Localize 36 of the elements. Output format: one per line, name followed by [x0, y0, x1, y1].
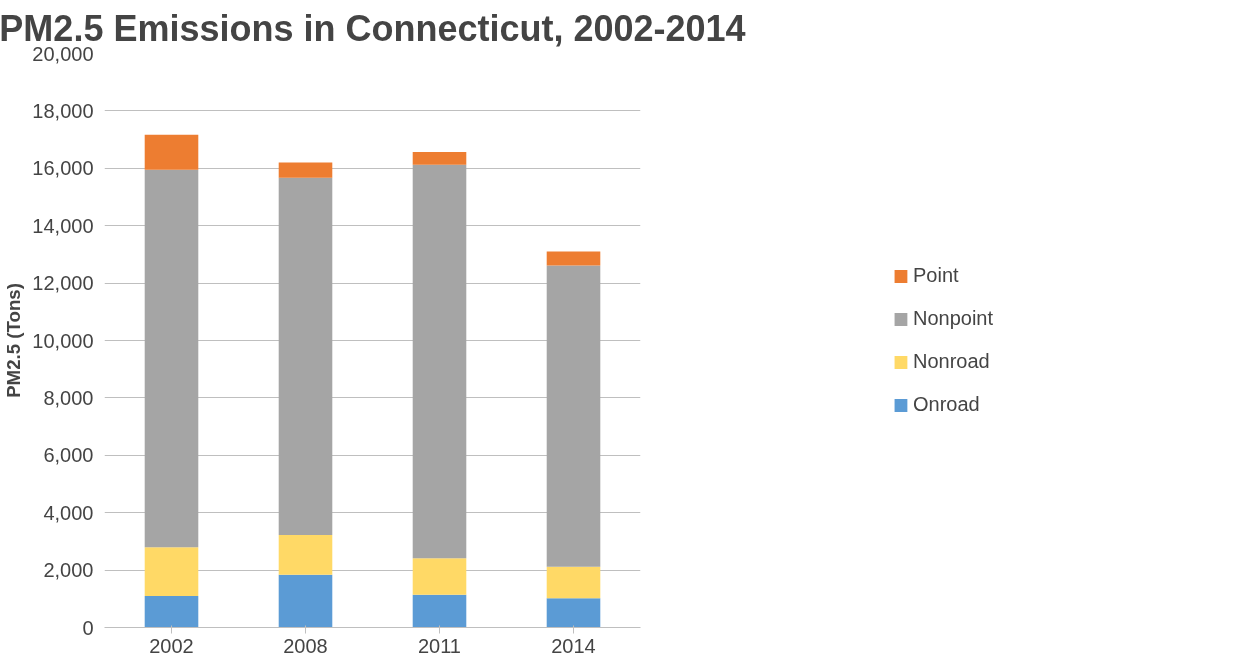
y-tick-label: 2,000 — [43, 559, 94, 582]
y-tick-label: 18,000 — [32, 99, 94, 122]
bar — [546, 251, 601, 266]
legend-label: Nonroad — [912, 350, 990, 373]
bar — [546, 566, 601, 599]
bar — [546, 598, 601, 628]
y-tick-label: 8,000 — [43, 386, 94, 409]
bar — [412, 164, 467, 559]
y-tick-label: 12,000 — [32, 272, 94, 295]
x-tick-label: 2002 — [149, 634, 194, 657]
x-tick-label: 2014 — [551, 634, 596, 657]
bar — [144, 547, 199, 596]
x-tick-label: 2011 — [418, 634, 462, 657]
legend-label: Point — [912, 264, 959, 287]
legend-label: Nonpoint — [912, 307, 994, 330]
y-tick-label: 10,000 — [32, 329, 94, 352]
y-tick-label: 16,000 — [32, 157, 94, 180]
bar — [412, 558, 467, 595]
y-tick-label: 6,000 — [43, 444, 94, 467]
bar — [278, 162, 333, 178]
y-axis-title: PM2.5 (Tons) — [3, 283, 25, 398]
legend-label: Onroad — [912, 393, 980, 416]
bar — [412, 594, 467, 628]
y-tick-label: 0 — [82, 616, 94, 639]
y-tick-label: 20,000 — [32, 42, 94, 65]
bar — [144, 169, 199, 548]
bar — [144, 595, 199, 628]
bar — [546, 265, 601, 567]
bar — [278, 177, 333, 536]
bar — [278, 535, 333, 575]
bar — [412, 151, 467, 165]
bar — [278, 574, 333, 628]
y-tick-label: 4,000 — [43, 501, 94, 524]
bar — [144, 134, 199, 170]
y-tick-label: 14,000 — [32, 214, 94, 237]
x-tick-label: 2008 — [283, 634, 328, 657]
